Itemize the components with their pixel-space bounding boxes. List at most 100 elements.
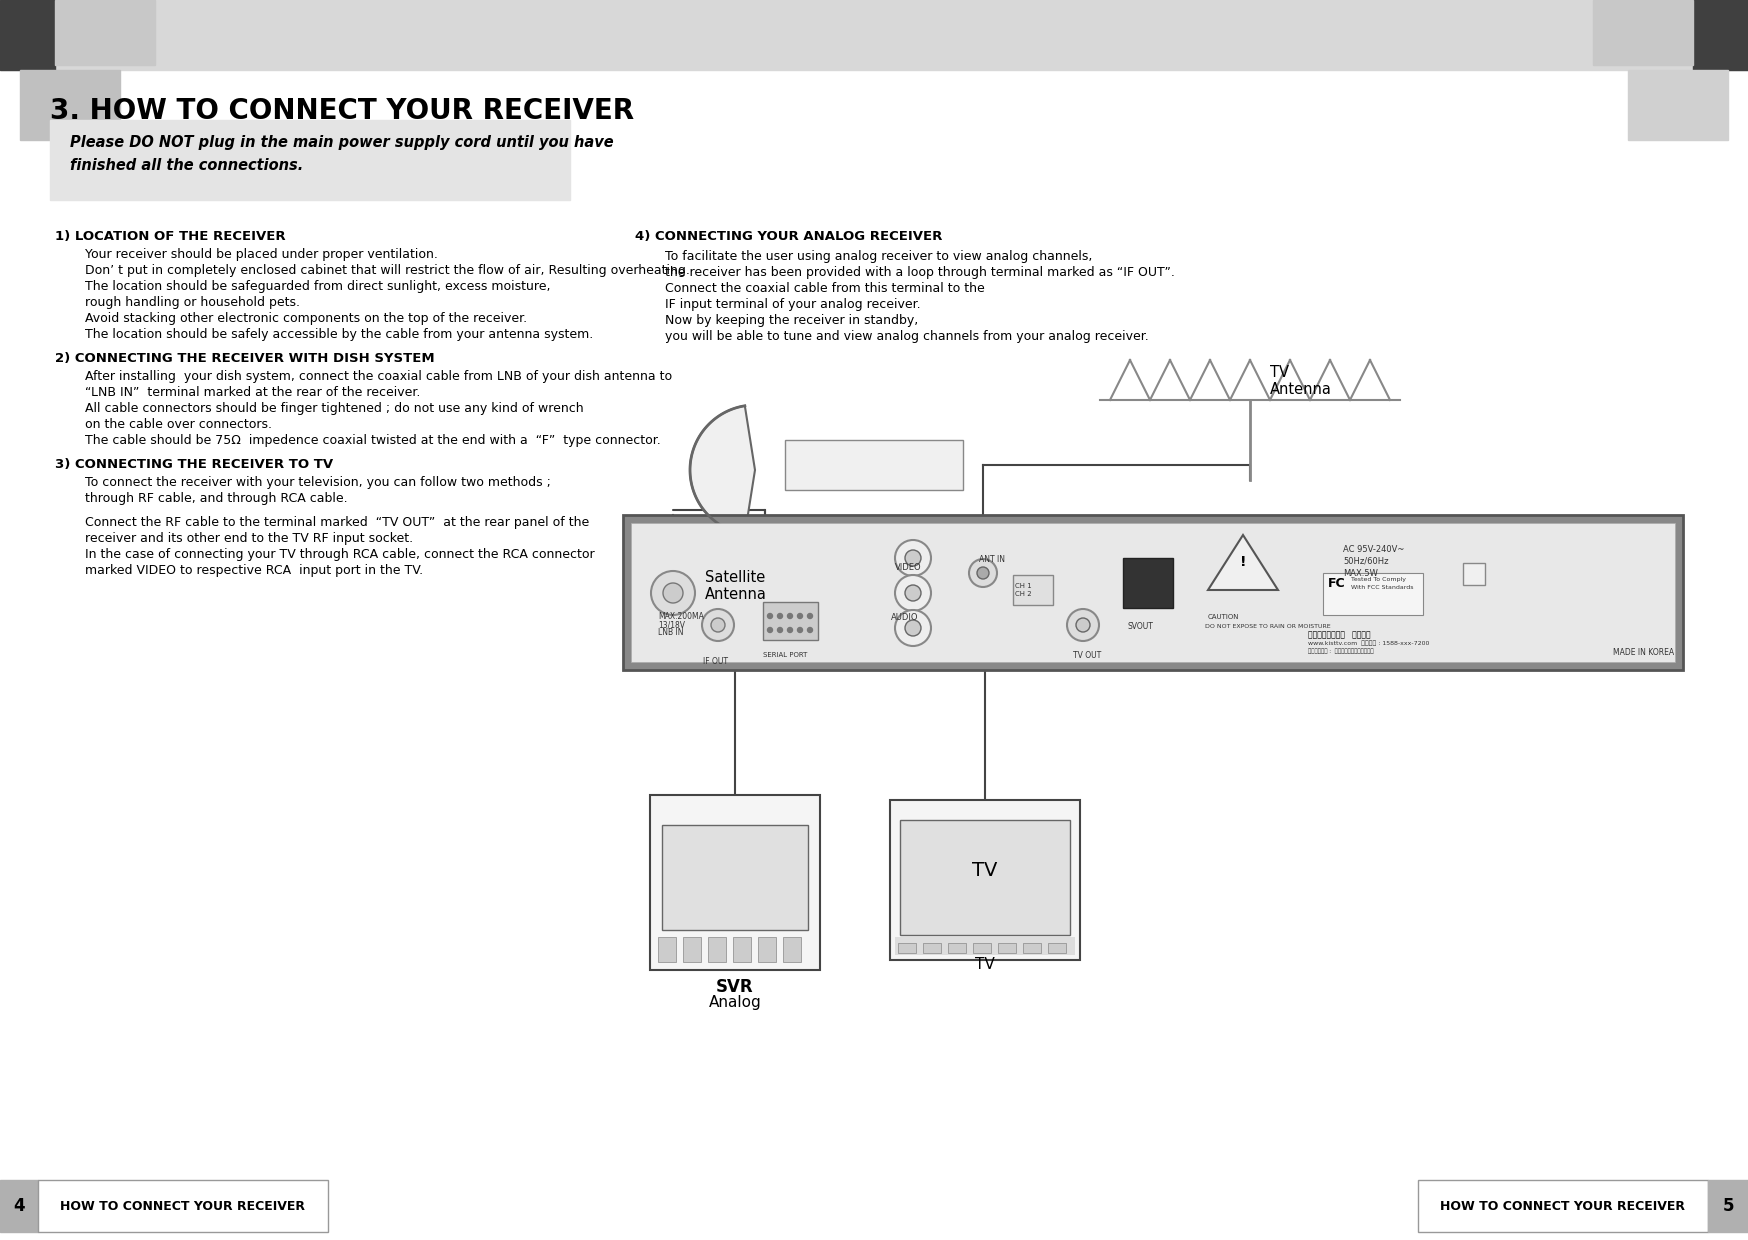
Circle shape — [778, 627, 783, 632]
Text: VIDEO: VIDEO — [895, 563, 921, 572]
Text: Satellite
Antenna: Satellite Antenna — [704, 570, 767, 603]
Text: In the case of connecting your TV through RCA cable, connect the RCA connector: In the case of connecting your TV throug… — [86, 548, 594, 560]
Circle shape — [808, 627, 813, 632]
Text: the receiver has been provided with a loop through terminal marked as “IF OUT”.: the receiver has been provided with a lo… — [664, 267, 1175, 279]
Bar — [1014, 575, 1052, 605]
Text: 하이셌트번호 :  기준적합성적증당한제품임: 하이셌트번호 : 기준적합성적증당한제품임 — [1308, 649, 1374, 653]
Text: 4) CONNECTING YOUR ANALOG RECEIVER: 4) CONNECTING YOUR ANALOG RECEIVER — [635, 229, 942, 243]
Circle shape — [968, 559, 996, 587]
Bar — [900, 820, 1070, 935]
Bar — [783, 937, 801, 962]
Bar — [1302, 615, 1654, 660]
Text: rough handling or household pets.: rough handling or household pets. — [86, 296, 301, 309]
Text: TV: TV — [972, 861, 998, 879]
Polygon shape — [690, 405, 755, 534]
Text: marked VIDEO to respective RCA  input port in the TV.: marked VIDEO to respective RCA input por… — [86, 564, 423, 577]
Text: through RF cable, and through RCA cable.: through RF cable, and through RCA cable. — [86, 492, 348, 505]
Text: CAUTION: CAUTION — [1208, 614, 1239, 620]
Bar — [683, 937, 701, 962]
Text: The location should be safeguarded from direct sunlight, excess moisture,: The location should be safeguarded from … — [86, 280, 551, 293]
Text: ANT IN: ANT IN — [979, 556, 1005, 564]
Bar — [998, 942, 1016, 954]
Bar — [0, 1180, 38, 1233]
Text: SVR: SVR — [717, 978, 753, 996]
Text: SERIAL PORT: SERIAL PORT — [762, 652, 808, 658]
Bar — [19, 69, 121, 140]
Bar — [622, 515, 1683, 670]
Text: 50Hz/60Hz: 50Hz/60Hz — [1342, 557, 1388, 565]
Circle shape — [778, 614, 783, 619]
Text: CH 1: CH 1 — [1016, 583, 1031, 589]
Text: After installing  your dish system, connect the coaxial cable from LNB of your d: After installing your dish system, conne… — [86, 370, 673, 383]
Text: MAX.5W: MAX.5W — [1342, 569, 1377, 578]
Bar — [38, 1180, 329, 1233]
Circle shape — [662, 583, 683, 603]
Text: TV OUT: TV OUT — [1073, 651, 1101, 660]
Circle shape — [788, 627, 792, 632]
Circle shape — [767, 614, 773, 619]
Text: FC: FC — [1328, 577, 1346, 590]
Bar — [923, 942, 940, 954]
Bar — [1323, 573, 1423, 615]
Bar — [1049, 942, 1066, 954]
Text: Analog: Analog — [708, 994, 762, 1011]
Text: receiver and its other end to the TV RF input socket.: receiver and its other end to the TV RF … — [86, 532, 413, 546]
Text: MADE IN KOREA: MADE IN KOREA — [1613, 649, 1675, 657]
Text: MAX.200MA: MAX.200MA — [657, 613, 704, 621]
Bar — [650, 795, 820, 970]
Text: CH 2: CH 2 — [1016, 591, 1031, 596]
Text: The cable should be 75Ω  impedence coaxial twisted at the end with a  “F”  type : The cable should be 75Ω impedence coaxia… — [86, 434, 661, 446]
Text: you will be able to tune and view analog channels from your analog receiver.: you will be able to tune and view analog… — [664, 330, 1148, 343]
Text: IF input terminal of your analog receiver.: IF input terminal of your analog receive… — [664, 298, 921, 311]
Bar — [974, 942, 991, 954]
Bar — [1122, 558, 1173, 608]
Bar — [1023, 942, 1042, 954]
Text: Your receiver should be placed under proper ventilation.: Your receiver should be placed under pro… — [86, 248, 439, 260]
Bar — [1694, 0, 1748, 69]
Text: finished all the connections.: finished all the connections. — [70, 157, 302, 174]
Bar — [51, 120, 570, 200]
Bar — [898, 942, 916, 954]
Circle shape — [703, 609, 734, 641]
Bar — [1627, 69, 1729, 140]
Circle shape — [767, 627, 773, 632]
Text: DO NOT EXPOSE TO RAIN OR MOISTURE: DO NOT EXPOSE TO RAIN OR MOISTURE — [1204, 624, 1330, 629]
Circle shape — [895, 539, 932, 577]
Bar — [657, 937, 676, 962]
Circle shape — [895, 575, 932, 611]
Circle shape — [808, 614, 813, 619]
Bar — [0, 0, 54, 69]
Text: HOW TO CONNECT YOUR RECEIVER: HOW TO CONNECT YOUR RECEIVER — [61, 1199, 306, 1213]
Circle shape — [905, 620, 921, 636]
Text: All cable connectors should be finger tightened ; do not use any kind of wrench: All cable connectors should be finger ti… — [86, 402, 584, 415]
Circle shape — [895, 610, 932, 646]
Text: IF OUT: IF OUT — [703, 657, 727, 666]
Text: Now by keeping the receiver in standby,: Now by keeping the receiver in standby, — [664, 314, 918, 327]
Text: Don’ t put in completely enclosed cabinet that will restrict the flow of air, Re: Don’ t put in completely enclosed cabine… — [86, 264, 690, 277]
Circle shape — [711, 618, 725, 632]
Bar — [895, 937, 1075, 955]
Text: SVOUT: SVOUT — [1127, 622, 1154, 631]
Bar — [1592, 0, 1694, 64]
Text: 3. HOW TO CONNECT YOUR RECEIVER: 3. HOW TO CONNECT YOUR RECEIVER — [51, 97, 635, 125]
Bar — [1418, 1180, 1708, 1233]
Text: LNB IN: LNB IN — [657, 627, 683, 637]
Text: Connect the RF cable to the terminal marked  “TV OUT”  at the rear panel of the: Connect the RF cable to the terminal mar… — [86, 516, 589, 529]
Text: Please DO NOT plug in the main power supply cord until you have: Please DO NOT plug in the main power sup… — [70, 135, 614, 150]
Circle shape — [797, 614, 802, 619]
Text: Tested To Comply: Tested To Comply — [1351, 577, 1405, 582]
Bar — [708, 937, 725, 962]
Bar — [0, 0, 1748, 69]
Bar — [1708, 1180, 1748, 1233]
Text: AUDIO: AUDIO — [891, 613, 918, 622]
Circle shape — [1077, 618, 1091, 632]
Polygon shape — [1208, 534, 1278, 590]
Bar — [631, 523, 1675, 662]
Bar — [762, 601, 818, 640]
Text: HOW TO CONNECT YOUR RECEIVER: HOW TO CONNECT YOUR RECEIVER — [1440, 1199, 1685, 1213]
Bar — [759, 937, 776, 962]
Text: 2) CONNECTING THE RECEIVER WITH DISH SYSTEM: 2) CONNECTING THE RECEIVER WITH DISH SYS… — [54, 352, 435, 365]
Circle shape — [905, 551, 921, 565]
Text: “LNB IN”  terminal marked at the rear of the receiver.: “LNB IN” terminal marked at the rear of … — [86, 386, 420, 399]
Circle shape — [1066, 609, 1099, 641]
